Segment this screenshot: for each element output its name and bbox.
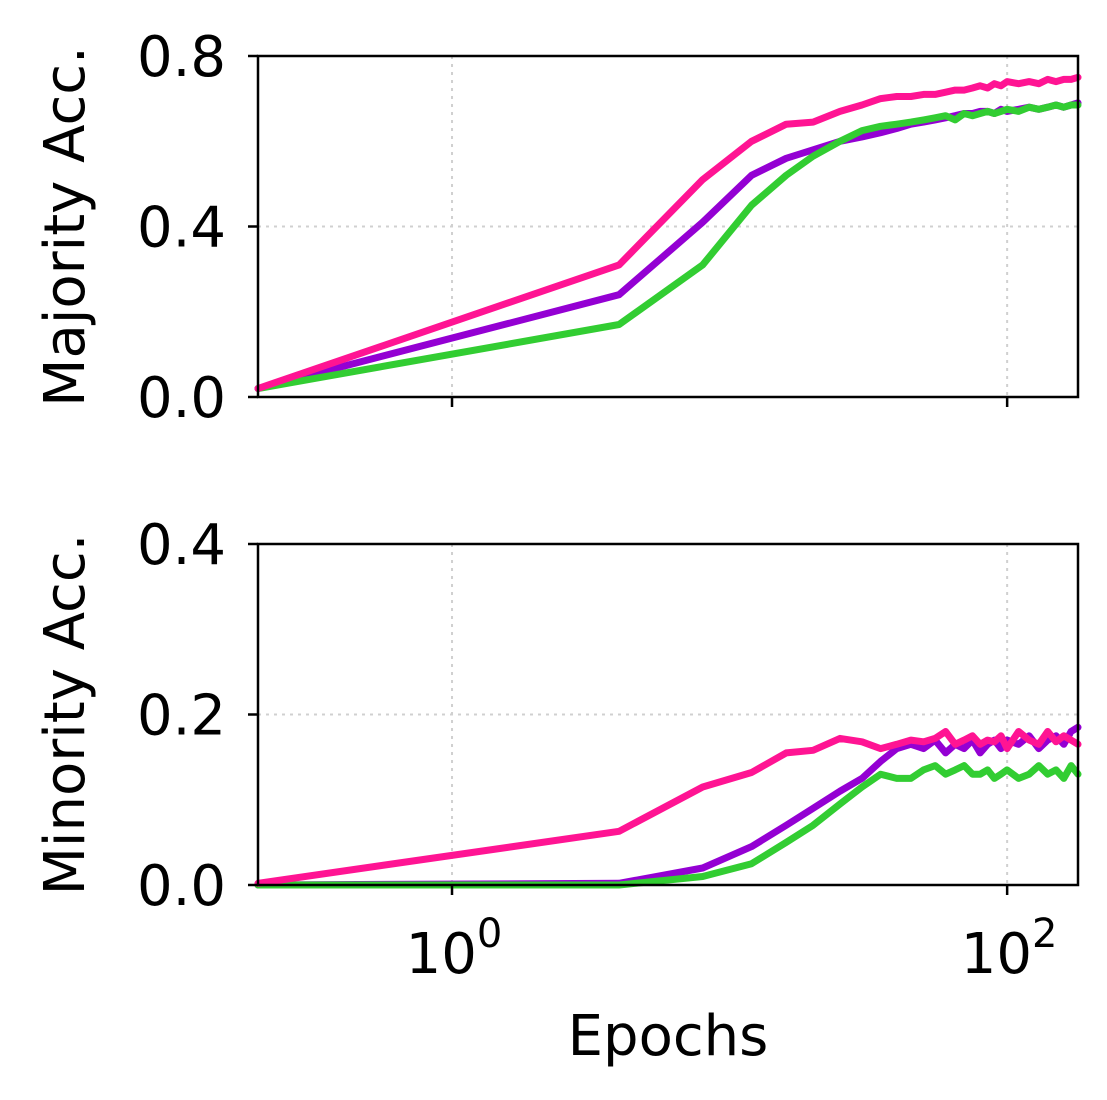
y-tick-label: 0.4 <box>137 196 226 261</box>
y-axis-title: Majority Acc. <box>33 46 98 407</box>
series-line-pink <box>254 73 1082 392</box>
y-tick-label: 0.8 <box>137 25 226 90</box>
y-tick-label: 0.4 <box>137 513 226 578</box>
minority-accuracy-panel: 0.0 0.2 0.4 100 102 Minority Acc. Epochs <box>33 513 1082 1069</box>
y-axis-title: Minority Acc. <box>33 534 98 896</box>
series-line-pink <box>254 728 1082 887</box>
x-tick-label: 100 <box>406 911 503 987</box>
y-tick-label: 0.2 <box>137 684 226 749</box>
x-axis-title: Epochs <box>568 1004 769 1069</box>
y-tick-label: 0.0 <box>137 854 226 919</box>
series-line-green <box>254 101 1082 392</box>
series-line-green <box>254 762 1082 889</box>
y-tick-label: 0.0 <box>137 366 226 431</box>
majority-accuracy-panel: 0.0 0.4 0.8 Majority Acc. <box>33 25 1082 431</box>
x-tick-label: 102 <box>961 911 1058 987</box>
